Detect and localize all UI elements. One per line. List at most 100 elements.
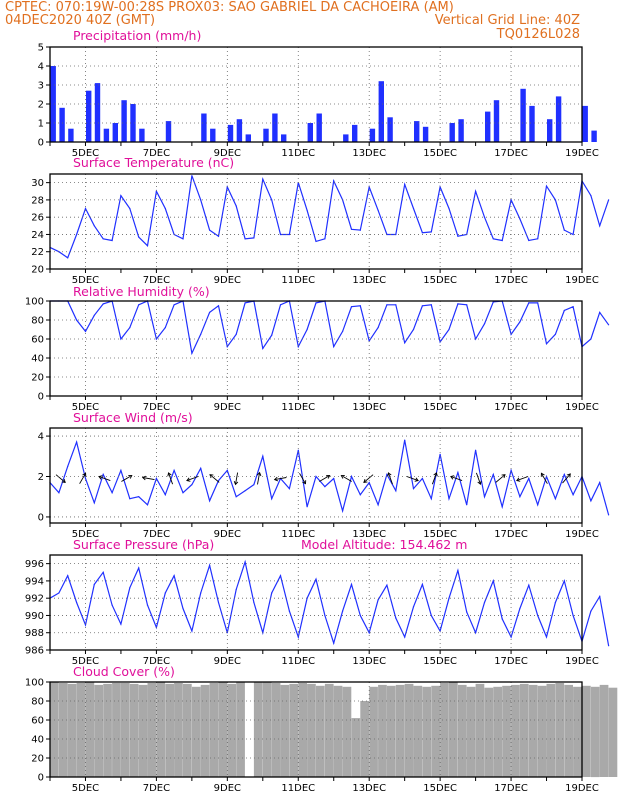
wind-arrow-head xyxy=(433,472,438,477)
data-point xyxy=(235,205,237,207)
data-point xyxy=(306,209,308,211)
data-point xyxy=(563,473,565,476)
precip-bar xyxy=(369,128,376,142)
precip-bar xyxy=(547,119,553,142)
data-point xyxy=(279,304,282,306)
data-point xyxy=(306,328,308,331)
data-point xyxy=(475,632,477,634)
data-point xyxy=(76,441,78,443)
wind-arrow xyxy=(516,476,529,482)
data-point xyxy=(138,304,140,306)
y-tick-label: 26 xyxy=(31,213,44,224)
cloud-bar xyxy=(466,686,476,778)
panel-6: 0 20 40 60 80 100 5DEC 7DEC 9DEC 11DEC 13DEC 15DEC 1… xyxy=(25,664,618,794)
data-point xyxy=(599,482,601,484)
wind-arrow xyxy=(142,477,155,481)
wind-arrow-head xyxy=(186,477,191,482)
data-point xyxy=(315,302,317,304)
wind-arrow-head xyxy=(566,473,571,478)
wind-arrow-head xyxy=(273,476,279,482)
wind-arrow xyxy=(450,476,463,482)
x-tick-label: 7DEC xyxy=(143,148,170,159)
precip-bar xyxy=(103,128,110,142)
cloud-bar xyxy=(519,683,529,777)
y-tick-label: 996 xyxy=(25,559,44,570)
x-tick-label: 15DEC xyxy=(423,783,457,794)
x-tick-label: 17DEC xyxy=(494,529,528,540)
cloud-bar xyxy=(218,682,228,777)
x-tick-label: 17DEC xyxy=(494,275,528,286)
data-point xyxy=(377,599,379,601)
data-point xyxy=(350,228,353,230)
data-point xyxy=(572,233,574,236)
panel-title: Surface Pressure (hPa) xyxy=(73,537,214,552)
x-tick-label: 19DEC xyxy=(565,148,599,159)
wind-arrow-head xyxy=(477,480,482,486)
data-point xyxy=(395,304,397,306)
panel-2-y-axis: 20 22 24 26 28 30 xyxy=(31,178,50,276)
x-tick-label: 9DEC xyxy=(214,275,241,286)
y-tick-label: 80 xyxy=(31,697,44,708)
wind-arrow-head xyxy=(302,480,307,485)
cloud-bar xyxy=(440,683,449,777)
cloud-bar xyxy=(262,682,272,777)
data-point xyxy=(129,327,131,329)
panel-frame xyxy=(49,173,583,270)
data-point xyxy=(76,601,78,604)
data-point xyxy=(457,235,459,237)
data-point xyxy=(386,473,388,476)
data-point xyxy=(590,338,592,340)
cloud-bar xyxy=(457,684,467,777)
x-tick-label: 9DEC xyxy=(214,656,241,667)
precip-bar xyxy=(94,83,101,142)
x-tick-label: 15DEC xyxy=(423,402,457,413)
cloud-bar xyxy=(342,686,352,778)
data-point xyxy=(475,190,477,192)
data-point xyxy=(430,231,432,233)
data-point xyxy=(58,492,60,494)
precip-bar xyxy=(414,121,420,142)
data-point xyxy=(217,601,220,604)
y-tick-label: 28 xyxy=(31,195,44,206)
data-point xyxy=(590,500,592,502)
wind-arrow xyxy=(79,473,86,484)
data-point xyxy=(235,333,237,335)
y-tick-label: 994 xyxy=(25,576,44,587)
data-point xyxy=(262,347,264,350)
data-point xyxy=(173,469,175,471)
data-point xyxy=(537,302,539,304)
panel-2-x-axis: 5DEC 7DEC 9DEC 11DEC 13DEC 15DEC 17DEC 19DEC xyxy=(49,269,599,286)
data-point xyxy=(519,321,521,323)
wind-arrow-head xyxy=(256,471,262,477)
precip-bar xyxy=(165,121,172,142)
data-point xyxy=(173,575,175,577)
panel-4-x-axis: 5DEC 7DEC 9DEC 11DEC 13DEC 15DEC 17DEC 19DEC xyxy=(49,523,599,540)
data-point xyxy=(67,575,69,577)
data-point xyxy=(545,636,548,638)
data-point xyxy=(492,473,494,476)
data-point xyxy=(209,311,211,313)
y-tick-label: 5 xyxy=(38,43,44,54)
wind-arrow xyxy=(475,472,481,485)
data-point xyxy=(404,342,406,344)
y-tick-label: 1 xyxy=(38,119,44,130)
data-point xyxy=(315,578,317,580)
y-tick-label: 992 xyxy=(25,594,44,605)
cloud-bar xyxy=(564,684,573,777)
data-point xyxy=(102,473,104,476)
precip-bar xyxy=(272,113,278,142)
data-point xyxy=(537,238,539,240)
data-point xyxy=(448,207,450,210)
wind-arrow-head xyxy=(387,472,392,477)
data-point xyxy=(297,636,299,638)
y-tick-label: 3 xyxy=(38,81,44,92)
precip-bar xyxy=(316,113,322,142)
data-point xyxy=(209,564,211,567)
cloud-bar xyxy=(174,683,183,777)
y-tick-label: 986 xyxy=(25,646,44,657)
x-tick-label: 19DEC xyxy=(565,275,599,286)
data-point xyxy=(102,303,104,305)
x-tick-label: 9DEC xyxy=(214,402,241,413)
data-point xyxy=(84,477,87,480)
data-point xyxy=(164,207,166,210)
